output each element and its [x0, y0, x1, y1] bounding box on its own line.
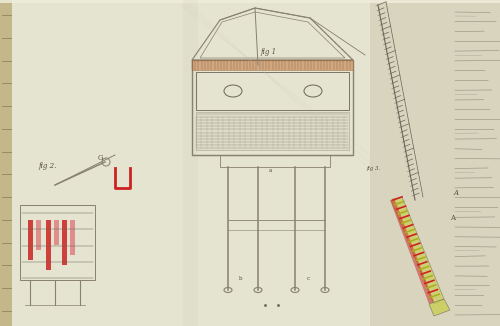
Text: A: A — [450, 214, 455, 222]
Text: a: a — [268, 168, 272, 173]
Bar — [415, 258, 418, 262]
Polygon shape — [429, 299, 450, 316]
Bar — [192, 60, 353, 155]
Bar — [196, 112, 349, 150]
Bar — [422, 277, 425, 281]
Bar — [401, 221, 404, 225]
Text: fig 3.: fig 3. — [366, 166, 380, 171]
Bar — [398, 212, 400, 216]
Bar — [370, 0, 500, 326]
Bar — [394, 203, 397, 207]
Bar — [0, 0, 500, 3]
Bar — [28, 220, 33, 260]
Bar — [192, 60, 353, 70]
Bar — [183, 0, 198, 326]
Bar — [412, 249, 414, 253]
Bar — [410, 244, 412, 248]
Bar — [396, 207, 398, 211]
Bar — [404, 230, 407, 234]
Bar — [20, 205, 95, 280]
Text: c: c — [306, 276, 310, 281]
Bar — [406, 235, 409, 239]
Bar — [196, 72, 349, 110]
Bar — [62, 220, 67, 265]
Bar — [46, 220, 51, 270]
Bar — [54, 220, 59, 245]
Text: fig 2.: fig 2. — [38, 162, 56, 170]
Bar — [408, 240, 411, 244]
Bar — [417, 263, 420, 267]
Bar — [70, 220, 75, 255]
Polygon shape — [390, 200, 434, 304]
Bar — [402, 226, 406, 230]
Bar — [392, 198, 395, 202]
Polygon shape — [391, 197, 444, 304]
Bar — [36, 220, 41, 250]
Bar — [426, 286, 428, 290]
Bar — [220, 155, 330, 167]
Bar — [429, 295, 432, 299]
Bar — [414, 254, 416, 258]
Bar — [0, 0, 370, 326]
Text: G: G — [98, 154, 103, 162]
Bar — [424, 281, 427, 286]
Bar — [420, 272, 424, 276]
Bar — [0, 0, 12, 326]
Bar — [399, 216, 402, 221]
Text: fig 1: fig 1 — [260, 48, 276, 56]
Bar — [418, 268, 422, 272]
Text: A: A — [454, 189, 459, 197]
Text: b: b — [240, 276, 243, 281]
Bar — [428, 291, 430, 295]
